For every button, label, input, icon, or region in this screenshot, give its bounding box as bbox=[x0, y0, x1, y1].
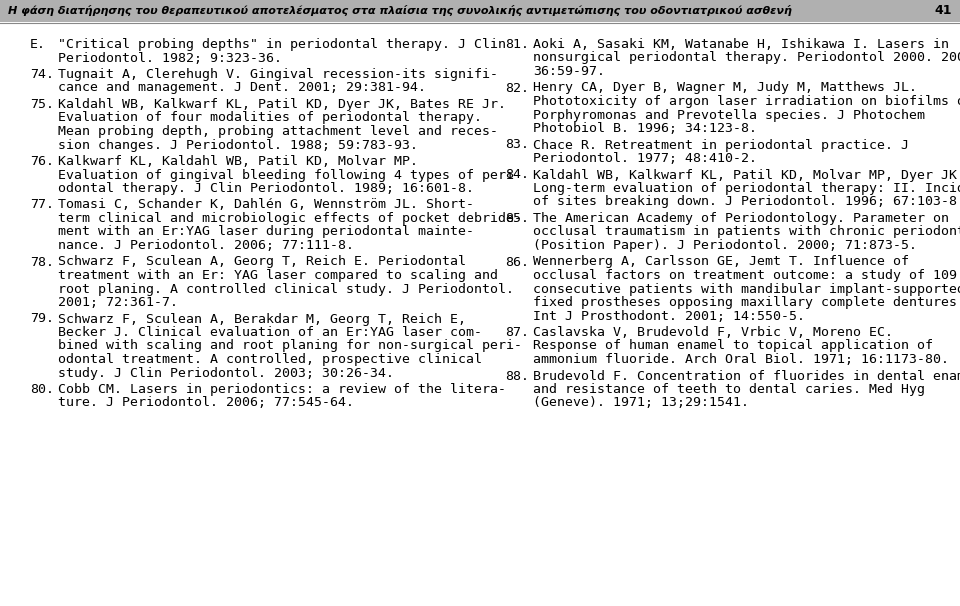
Text: 74.: 74. bbox=[30, 68, 54, 81]
Text: 2001; 72:361-7.: 2001; 72:361-7. bbox=[58, 296, 178, 309]
Text: root planing. A controlled clinical study. J Periodontol.: root planing. A controlled clinical stud… bbox=[58, 282, 514, 296]
Text: odontal therapy. J Clin Periodontol. 1989; 16:601-8.: odontal therapy. J Clin Periodontol. 198… bbox=[58, 182, 474, 195]
Text: Tugnait A, Clerehugh V. Gingival recession-its signifi-: Tugnait A, Clerehugh V. Gingival recessi… bbox=[58, 68, 498, 81]
Text: ammonium fluoride. Arch Oral Biol. 1971; 16:1173-80.: ammonium fluoride. Arch Oral Biol. 1971;… bbox=[533, 353, 949, 366]
Text: Porphyromonas and Prevotella species. J Photochem: Porphyromonas and Prevotella species. J … bbox=[533, 108, 925, 121]
Text: of sites breaking down. J Periodontol. 1996; 67:103-8.: of sites breaking down. J Periodontol. 1… bbox=[533, 196, 960, 208]
Text: nance. J Periodontol. 2006; 77:111-8.: nance. J Periodontol. 2006; 77:111-8. bbox=[58, 239, 354, 252]
Text: Photobiol B. 1996; 34:123-8.: Photobiol B. 1996; 34:123-8. bbox=[533, 122, 757, 135]
Text: nonsurgical periodontal therapy. Periodontol 2000. 2004;: nonsurgical periodontal therapy. Periodo… bbox=[533, 52, 960, 64]
Text: 86.: 86. bbox=[505, 256, 529, 268]
Text: fixed prostheses opposing maxillary complete dentures.: fixed prostheses opposing maxillary comp… bbox=[533, 296, 960, 309]
Text: 84.: 84. bbox=[505, 168, 529, 182]
Text: and resistance of teeth to dental caries. Med Hyg: and resistance of teeth to dental caries… bbox=[533, 383, 925, 396]
Text: 77.: 77. bbox=[30, 199, 54, 211]
Text: "Critical probing depths" in periodontal therapy. J Clin: "Critical probing depths" in periodontal… bbox=[58, 38, 506, 51]
Text: Chace R. Retreatment in periodontal practice. J: Chace R. Retreatment in periodontal prac… bbox=[533, 139, 909, 152]
Text: occlusal factors on treatment outcome: a study of 109: occlusal factors on treatment outcome: a… bbox=[533, 269, 957, 282]
Text: ture. J Periodontol. 2006; 77:545-64.: ture. J Periodontol. 2006; 77:545-64. bbox=[58, 396, 354, 410]
Text: Kaldahl WB, Kalkwarf KL, Patil KD, Dyer JK, Bates RE Jr.: Kaldahl WB, Kalkwarf KL, Patil KD, Dyer … bbox=[58, 98, 506, 111]
Text: Henry CA, Dyer B, Wagner M, Judy M, Matthews JL.: Henry CA, Dyer B, Wagner M, Judy M, Matt… bbox=[533, 81, 917, 95]
Text: Cobb CM. Lasers in periodontics: a review of the litera-: Cobb CM. Lasers in periodontics: a revie… bbox=[58, 383, 506, 396]
Text: Periodontol. 1977; 48:410-2.: Periodontol. 1977; 48:410-2. bbox=[533, 152, 757, 165]
Text: Schwarz F, Sculean A, Berakdar M, Georg T, Reich E,: Schwarz F, Sculean A, Berakdar M, Georg … bbox=[58, 313, 466, 325]
Text: Phototoxicity of argon laser irradiation on biofilms of: Phototoxicity of argon laser irradiation… bbox=[533, 95, 960, 108]
Text: consecutive patients with mandibular implant-supported: consecutive patients with mandibular imp… bbox=[533, 282, 960, 296]
Text: Becker J. Clinical evaluation of an Er:YAG laser com-: Becker J. Clinical evaluation of an Er:Y… bbox=[58, 326, 482, 339]
Text: Kaldahl WB, Kalkwarf KL, Patil KD, Molvar MP, Dyer JK.: Kaldahl WB, Kalkwarf KL, Patil KD, Molva… bbox=[533, 168, 960, 182]
Text: 36:59-97.: 36:59-97. bbox=[533, 65, 605, 78]
Text: 81.: 81. bbox=[505, 38, 529, 51]
Text: cance and management. J Dent. 2001; 29:381-94.: cance and management. J Dent. 2001; 29:3… bbox=[58, 81, 426, 95]
Text: occlusal traumatism in patients with chronic periodontitis: occlusal traumatism in patients with chr… bbox=[533, 225, 960, 239]
Text: Response of human enamel to topical application of: Response of human enamel to topical appl… bbox=[533, 339, 933, 353]
Text: Int J Prosthodont. 2001; 14:550-5.: Int J Prosthodont. 2001; 14:550-5. bbox=[533, 310, 805, 322]
Text: Kalkwarf KL, Kaldahl WB, Patil KD, Molvar MP.: Kalkwarf KL, Kaldahl WB, Patil KD, Molva… bbox=[58, 155, 418, 168]
Text: 88.: 88. bbox=[505, 370, 529, 382]
Text: Wennerberg A, Carlsson GE, Jemt T. Influence of: Wennerberg A, Carlsson GE, Jemt T. Influ… bbox=[533, 256, 909, 268]
Text: 80.: 80. bbox=[30, 383, 54, 396]
Text: 79.: 79. bbox=[30, 313, 54, 325]
Text: Aoki A, Sasaki KM, Watanabe H, Ishikawa I. Lasers in: Aoki A, Sasaki KM, Watanabe H, Ishikawa … bbox=[533, 38, 949, 51]
Text: 83.: 83. bbox=[505, 139, 529, 152]
Text: Brudevold F. Concentration of fluorides in dental enamel: Brudevold F. Concentration of fluorides … bbox=[533, 370, 960, 382]
Text: Periodontol. 1982; 9:323-36.: Periodontol. 1982; 9:323-36. bbox=[58, 52, 282, 64]
Text: Evaluation of gingival bleeding following 4 types of peri-: Evaluation of gingival bleeding followin… bbox=[58, 168, 522, 182]
Text: 85.: 85. bbox=[505, 212, 529, 225]
Text: sion changes. J Periodontol. 1988; 59:783-93.: sion changes. J Periodontol. 1988; 59:78… bbox=[58, 139, 418, 152]
Bar bbox=[0, 0, 960, 22]
Text: Η φάση διατήρησης του θεραπευτικού αποτελέσματος στα πλαίσια της συνολικής αντιμ: Η φάση διατήρησης του θεραπευτικού αποτε… bbox=[8, 5, 792, 16]
Text: 78.: 78. bbox=[30, 256, 54, 268]
Text: Tomasi C, Schander K, Dahlén G, Wennström JL. Short-: Tomasi C, Schander K, Dahlén G, Wennströ… bbox=[58, 199, 474, 211]
Text: term clinical and microbiologic effects of pocket debride-: term clinical and microbiologic effects … bbox=[58, 212, 522, 225]
Text: treatment with an Er: YAG laser compared to scaling and: treatment with an Er: YAG laser compared… bbox=[58, 269, 498, 282]
Text: The American Academy of Periodontology. Parameter on: The American Academy of Periodontology. … bbox=[533, 212, 949, 225]
Text: 41: 41 bbox=[934, 4, 952, 18]
Text: Evaluation of four modalities of periodontal therapy.: Evaluation of four modalities of periodo… bbox=[58, 112, 482, 124]
Text: (Geneve). 1971; 13;29:1541.: (Geneve). 1971; 13;29:1541. bbox=[533, 396, 749, 410]
Text: Schwarz F, Sculean A, Georg T, Reich E. Periodontal: Schwarz F, Sculean A, Georg T, Reich E. … bbox=[58, 256, 466, 268]
Text: Mean probing depth, probing attachment level and reces-: Mean probing depth, probing attachment l… bbox=[58, 125, 498, 138]
Text: study. J Clin Periodontol. 2003; 30:26-34.: study. J Clin Periodontol. 2003; 30:26-3… bbox=[58, 367, 394, 379]
Text: 87.: 87. bbox=[505, 326, 529, 339]
Text: ment with an Er:YAG laser during periodontal mainte-: ment with an Er:YAG laser during periodo… bbox=[58, 225, 474, 239]
Text: E.: E. bbox=[30, 38, 46, 51]
Text: Long-term evaluation of periodontal therapy: II. Incidence: Long-term evaluation of periodontal ther… bbox=[533, 182, 960, 195]
Text: Caslavska V, Brudevold F, Vrbic V, Moreno EC.: Caslavska V, Brudevold F, Vrbic V, Moren… bbox=[533, 326, 893, 339]
Text: 76.: 76. bbox=[30, 155, 54, 168]
Text: bined with scaling and root planing for non-surgical peri-: bined with scaling and root planing for … bbox=[58, 339, 522, 353]
Text: (Position Paper). J Periodontol. 2000; 71:873-5.: (Position Paper). J Periodontol. 2000; 7… bbox=[533, 239, 917, 252]
Text: 75.: 75. bbox=[30, 98, 54, 111]
Text: odontal treatment. A controlled, prospective clinical: odontal treatment. A controlled, prospec… bbox=[58, 353, 482, 366]
Text: 82.: 82. bbox=[505, 81, 529, 95]
